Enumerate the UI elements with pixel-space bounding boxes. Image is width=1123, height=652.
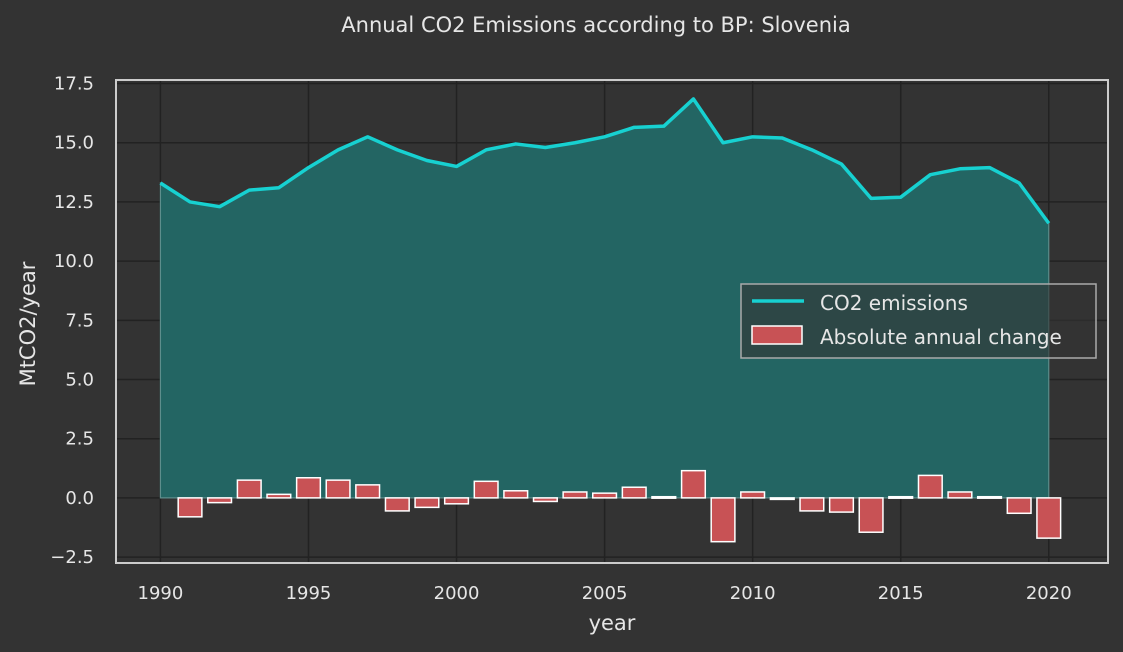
annual-change-bar (740, 491, 766, 499)
annual-change-bar (710, 497, 736, 543)
legend-label-absolute-annual-change: Absolute annual change (820, 325, 1062, 349)
annual-change-bar (976, 495, 1003, 499)
x-tick-label: 2010 (730, 583, 776, 604)
annual-change-bar (414, 497, 440, 509)
y-tick-label: 12.5 (54, 192, 94, 213)
x-tick-label: 1990 (138, 583, 184, 604)
y-tick-label: 15.0 (54, 133, 94, 154)
annual-change-bar (1036, 497, 1062, 539)
annual-change-bar (799, 497, 825, 512)
y-axis-label: MtCO2/year (16, 261, 40, 386)
x-axis-label: year (589, 611, 636, 635)
y-tick-label: 17.5 (54, 74, 94, 95)
y-tick-label: −2.5 (50, 547, 94, 568)
y-tick-label: 5.0 (65, 370, 94, 391)
annual-change-bar (355, 484, 381, 499)
chart-title: Annual CO2 Emissions according to BP: Sl… (341, 13, 850, 37)
annual-change-bar (592, 492, 618, 499)
x-tick-label: 2020 (1026, 583, 1072, 604)
annual-change-bar (473, 480, 499, 499)
bar-series (177, 469, 1062, 543)
annual-change-bar (651, 495, 677, 499)
annual-change-bar (621, 486, 647, 499)
legend-bar-swatch (751, 325, 803, 345)
x-axis-ticks: 1990 1995 2000 2005 2010 2015 2020 (138, 583, 1072, 604)
co2-emissions-line (159, 97, 1051, 225)
plot-frame (115, 79, 1109, 564)
annual-change-bar (888, 495, 914, 499)
legend-label-co2-emissions: CO2 emissions (820, 291, 968, 315)
annual-change-bar (769, 497, 795, 501)
y-axis-ticks: −2.5 0.0 2.5 5.0 7.5 10.0 12.5 15.0 17.5 (50, 74, 94, 569)
annual-change-bar (947, 491, 973, 499)
annual-change-bar (236, 479, 262, 499)
annual-change-bar (1006, 497, 1032, 515)
annual-change-bar (828, 497, 855, 513)
annual-change-bar (562, 491, 588, 499)
legend-box (740, 283, 1097, 359)
annual-change-bar (443, 497, 470, 505)
y-tick-label: 2.5 (65, 429, 94, 450)
annual-change-bar (177, 497, 203, 518)
x-tick-label: 2005 (582, 583, 628, 604)
y-tick-label: 0.0 (65, 488, 94, 509)
annual-change-bar (858, 497, 884, 533)
annual-change-bar (266, 493, 292, 499)
y-tick-label: 7.5 (65, 310, 94, 331)
annual-change-bar (295, 477, 322, 499)
annual-change-bar (917, 474, 943, 499)
annual-change-bar (532, 497, 558, 503)
legend: CO2 emissions Absolute annual change (740, 283, 1097, 359)
annual-change-bar (680, 469, 707, 499)
annual-change-bar (384, 497, 410, 512)
y-tick-label: 10.0 (54, 251, 94, 272)
x-tick-label: 2015 (878, 583, 924, 604)
line-layer (159, 97, 1051, 225)
annual-change-bar (325, 479, 351, 499)
annual-change-bar (503, 490, 529, 499)
x-tick-label: 2000 (434, 583, 480, 604)
x-tick-label: 1995 (286, 583, 332, 604)
annual-change-bar (207, 497, 233, 504)
